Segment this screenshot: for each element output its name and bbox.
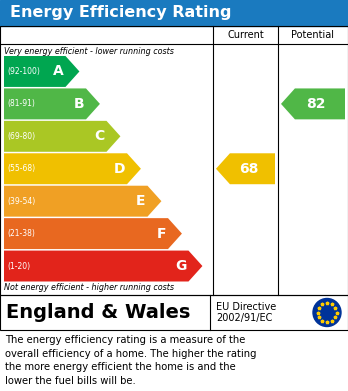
Text: C: C	[94, 129, 104, 143]
Text: 2002/91/EC: 2002/91/EC	[216, 313, 272, 323]
Text: B: B	[73, 97, 84, 111]
Text: (21-38): (21-38)	[7, 229, 35, 238]
Text: F: F	[157, 227, 166, 240]
Text: (69-80): (69-80)	[7, 132, 35, 141]
Text: Potential: Potential	[292, 30, 334, 40]
Text: EU Directive: EU Directive	[216, 302, 276, 312]
Polygon shape	[4, 121, 120, 152]
Polygon shape	[4, 218, 182, 249]
Polygon shape	[216, 153, 275, 184]
Text: 82: 82	[306, 97, 326, 111]
Text: (1-20): (1-20)	[7, 262, 30, 271]
Text: Very energy efficient - lower running costs: Very energy efficient - lower running co…	[4, 47, 174, 56]
Text: (39-54): (39-54)	[7, 197, 35, 206]
Polygon shape	[4, 88, 100, 119]
Bar	[0, 26, 348, 295]
Polygon shape	[4, 251, 203, 282]
Circle shape	[313, 298, 341, 326]
Polygon shape	[4, 186, 161, 217]
Text: A: A	[53, 65, 63, 79]
Text: D: D	[113, 162, 125, 176]
Bar	[0, 0, 348, 26]
Text: G: G	[175, 259, 187, 273]
Text: Current: Current	[227, 30, 264, 40]
Text: Energy Efficiency Rating: Energy Efficiency Rating	[10, 5, 231, 20]
Polygon shape	[4, 56, 79, 87]
Text: E: E	[136, 194, 145, 208]
Polygon shape	[281, 88, 345, 119]
Text: (92-100): (92-100)	[7, 67, 40, 76]
Text: (55-68): (55-68)	[7, 164, 35, 173]
Text: (81-91): (81-91)	[7, 99, 35, 108]
Text: Not energy efficient - higher running costs: Not energy efficient - higher running co…	[4, 283, 174, 292]
Text: 68: 68	[239, 162, 258, 176]
Polygon shape	[4, 153, 141, 184]
Bar	[0, 295, 348, 330]
Text: England & Wales: England & Wales	[6, 303, 190, 322]
Text: The energy efficiency rating is a measure of the
overall efficiency of a home. T: The energy efficiency rating is a measur…	[5, 335, 256, 386]
